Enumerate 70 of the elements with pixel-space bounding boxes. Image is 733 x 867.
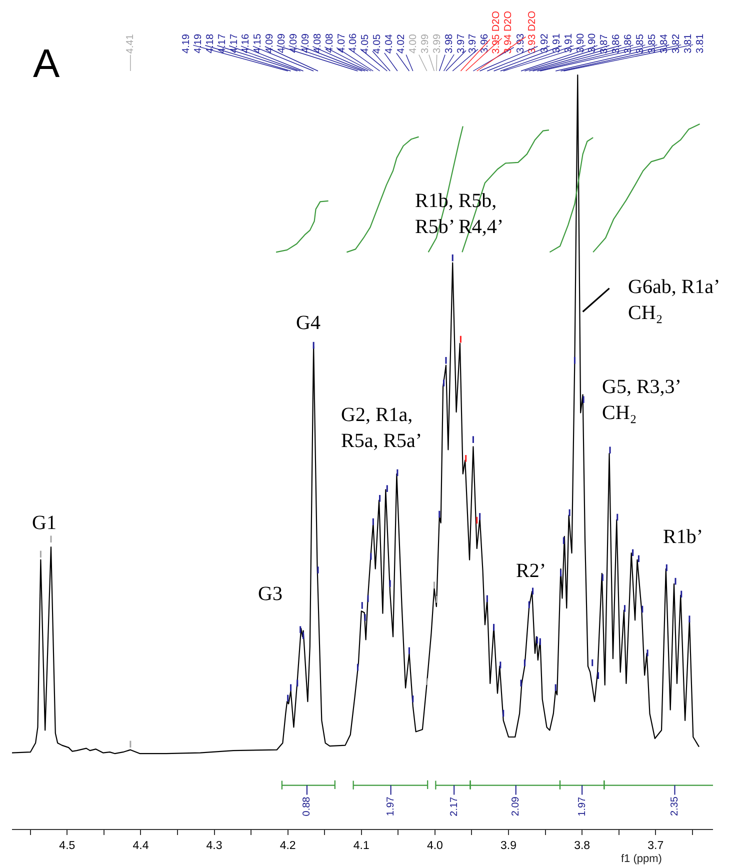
x-axis-title: f1 (ppm) (621, 853, 662, 865)
text: 3.81 (694, 33, 706, 54)
annotation: R2’ (516, 560, 546, 582)
x-tick-label: 4.1 (353, 840, 370, 852)
text: 3.98 (444, 33, 455, 54)
text: 3.95 D2O (491, 10, 502, 54)
text: 4.00 (408, 34, 419, 54)
x-tick-label: 3.9 (500, 840, 517, 852)
annotation: G3 (258, 583, 282, 605)
annotation: 2.35 (669, 796, 680, 816)
x-tick-label: 4.2 (280, 840, 296, 852)
text: 3.85 (635, 34, 646, 54)
text: 4.02 (396, 34, 408, 54)
annotation: 1.97 (576, 796, 588, 816)
text: 3.92 (539, 33, 550, 53)
annotation: G1 (32, 512, 56, 534)
text: 3.85 (647, 34, 658, 54)
annotation: 0.88 (302, 796, 313, 816)
x-tick-label: 4.0 (426, 840, 443, 852)
text: 4.17 (228, 33, 240, 54)
text: 3.93 D2O (526, 10, 538, 54)
text: 3.94 D2O (502, 10, 514, 54)
x-tick-label: 4.4 (132, 840, 150, 852)
text: 3.81 (682, 33, 694, 54)
x-tick-label: 3.8 (574, 840, 590, 852)
text: 4.09 (288, 33, 300, 54)
text: 3.99 (420, 34, 431, 54)
text: 4.08 (312, 33, 324, 53)
x-tick-label: 4.3 (206, 840, 222, 852)
text: 3.91 (563, 32, 574, 53)
text: 3.97 (468, 33, 479, 54)
annotation: 2.09 (510, 796, 522, 816)
annotation: G2, R1a, R5a, R5a’ (341, 404, 422, 452)
annotation: 1.97 (386, 796, 397, 816)
text: 3.96 (480, 33, 491, 54)
text: 4.09 (276, 33, 288, 54)
text: 4.08 (324, 32, 336, 53)
text: 4.15 (252, 33, 264, 54)
text: 4.05 (360, 34, 372, 54)
annotation: R1b’ (663, 526, 703, 548)
text: 4.19 (180, 34, 192, 54)
x-tick-label: 4.5 (59, 840, 76, 852)
chart-title: A (33, 42, 60, 86)
text: 4.06 (348, 32, 360, 53)
text: 4.41 (125, 34, 136, 54)
text: 3.84 (658, 34, 670, 54)
text: 3.91 (551, 33, 562, 53)
text: 3.99 (432, 34, 443, 54)
text: 4.19 (192, 34, 204, 54)
text: 4.17 (216, 33, 228, 54)
text: 4.05 (372, 34, 384, 54)
text: 4.18 (204, 33, 216, 54)
text: 3.93 (516, 33, 527, 54)
text: 4.07 (336, 32, 348, 53)
text: 3.86 (611, 34, 622, 54)
text: 4.09 (264, 33, 276, 54)
text: 3.82 (670, 34, 682, 54)
annotation: G6ab, R1a’ CH₂ (628, 276, 720, 324)
text: 3.90 (575, 32, 586, 53)
text: 3.97 (456, 33, 467, 54)
text: 3.86 (623, 34, 634, 54)
text: 4.04 (384, 34, 396, 54)
text: 4.16 (240, 33, 252, 54)
annotation: 2.17 (448, 796, 460, 816)
annotation: G4 (296, 312, 320, 334)
annotation: G5, R3,3’ CH₂ (602, 376, 682, 424)
text: 3.87 (599, 34, 610, 54)
text: 3.90 (587, 32, 598, 53)
text: 4.09 (300, 33, 312, 53)
x-tick-label: 3.7 (648, 840, 664, 852)
